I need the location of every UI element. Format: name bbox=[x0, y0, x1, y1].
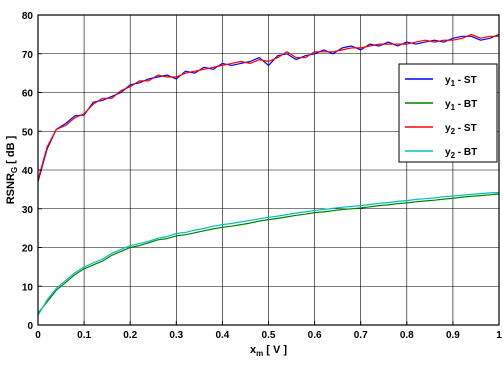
y-tick-label-0: 0 bbox=[27, 321, 33, 332]
x-axis-title: xm [ V ] bbox=[250, 344, 287, 358]
x-tick-label-0: 0 bbox=[35, 330, 41, 341]
y-tick-label-6: 60 bbox=[22, 89, 34, 100]
y-axis-title: RSNRG [ dB ] bbox=[5, 135, 19, 204]
x-tick-label-10: 1 bbox=[496, 330, 502, 341]
y-axis-ticks: 0 10 20 30 40 50 60 70 80 bbox=[22, 11, 42, 332]
y-tick-label-7: 70 bbox=[22, 50, 34, 61]
legend-label-3: y2 - BT bbox=[445, 147, 477, 160]
y-tick-label-1: 10 bbox=[22, 282, 34, 293]
x-tick-label-4: 0.4 bbox=[215, 330, 229, 341]
legend-label-0: y1 - ST bbox=[445, 75, 477, 88]
legend-label-1: y1 - BT bbox=[445, 99, 477, 112]
y-axis-title-base: RSNR bbox=[5, 173, 17, 204]
legend: y1 - ST y1 - BT y2 - ST y2 - BT bbox=[398, 63, 498, 163]
x-tick-label-8: 0.8 bbox=[400, 330, 414, 341]
series-layer bbox=[37, 33, 500, 316]
y-tick-label-4: 40 bbox=[22, 166, 34, 177]
x-tick-label-1: 0.1 bbox=[77, 330, 91, 341]
x-tick-label-3: 0.3 bbox=[169, 330, 183, 341]
y-axis-title-unit: [ dB ] bbox=[5, 135, 17, 166]
x-tick-label-5: 0.5 bbox=[262, 330, 276, 341]
y-axis-title-subscript: G bbox=[10, 167, 19, 173]
x-axis-ticks: 0 0.1 0.2 0.3 0.4 0.5 0.6 0.7 0.8 0.9 1 bbox=[35, 321, 502, 341]
series-line-3 bbox=[37, 191, 500, 316]
legend-label-2: y2 - ST bbox=[445, 123, 477, 136]
x-tick-label-7: 0.7 bbox=[354, 330, 368, 341]
y-tick-label-3: 30 bbox=[22, 205, 34, 216]
series-line-1 bbox=[37, 193, 500, 314]
legend-box bbox=[398, 63, 498, 163]
x-axis-title-subscript: m bbox=[256, 349, 263, 358]
x-tick-label-9: 0.9 bbox=[446, 330, 460, 341]
x-axis-title-unit: [ V ] bbox=[263, 344, 287, 356]
legend-items: y1 - ST y1 - BT y2 - ST y2 - BT bbox=[405, 75, 477, 160]
y-tick-label-8: 80 bbox=[22, 11, 34, 22]
y-tick-label-5: 50 bbox=[22, 127, 34, 138]
x-tick-label-2: 0.2 bbox=[123, 330, 137, 341]
x-tick-label-6: 0.6 bbox=[308, 330, 322, 341]
x-axis-title-base: x bbox=[250, 344, 257, 356]
series-line-2 bbox=[37, 33, 499, 180]
y-tick-label-2: 20 bbox=[22, 244, 34, 255]
